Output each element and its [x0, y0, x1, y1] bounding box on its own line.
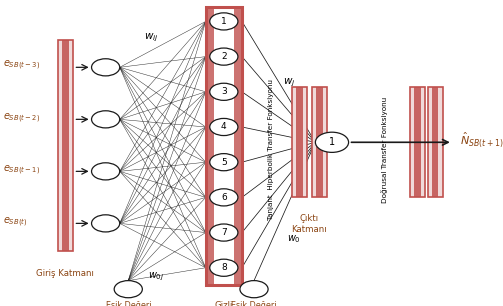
Text: 1: 1 — [329, 137, 335, 147]
Text: Gizli
Katman: Gizli Katman — [207, 301, 240, 306]
Circle shape — [210, 154, 238, 171]
Circle shape — [210, 83, 238, 100]
Bar — [234, 7, 242, 285]
Bar — [428, 87, 443, 197]
Text: $w_j$: $w_j$ — [283, 76, 295, 89]
Text: $w_{ij}$: $w_{ij}$ — [144, 32, 158, 44]
Text: 5: 5 — [221, 158, 227, 167]
Circle shape — [92, 163, 120, 180]
Text: Eşik Değeri: Eşik Değeri — [231, 301, 277, 306]
Bar — [206, 7, 242, 285]
Text: $\hat{N}_{SB(t+1)}$: $\hat{N}_{SB(t+1)}$ — [460, 130, 503, 149]
Bar — [62, 40, 68, 251]
Text: 6: 6 — [221, 193, 227, 202]
Text: $e_{SB(t-2)}$: $e_{SB(t-2)}$ — [3, 111, 40, 125]
Text: 3: 3 — [221, 87, 227, 96]
Circle shape — [92, 215, 120, 232]
Circle shape — [315, 132, 349, 152]
Circle shape — [210, 118, 238, 136]
Bar — [414, 87, 421, 197]
Text: $w_0$: $w_0$ — [287, 233, 301, 244]
Text: Çıktı
Katmanı: Çıktı Katmanı — [292, 214, 327, 233]
Text: Giriş Katmanı: Giriş Katmanı — [36, 269, 95, 278]
Text: $e_{SB(t-3)}$: $e_{SB(t-3)}$ — [3, 59, 40, 73]
Text: $w_{0j}$: $w_{0j}$ — [148, 271, 164, 283]
Bar — [296, 87, 302, 197]
Text: Tanjant  Hiperbolik Transfer Fonksiyonu: Tanjant Hiperbolik Transfer Fonksiyonu — [268, 80, 274, 220]
Circle shape — [210, 259, 238, 276]
Circle shape — [210, 189, 238, 206]
Circle shape — [240, 281, 268, 298]
Text: $e_{SB(t-1)}$: $e_{SB(t-1)}$ — [3, 163, 40, 177]
Circle shape — [114, 281, 142, 298]
Circle shape — [92, 111, 120, 128]
Text: Doğrusal Transfer Fonksiyonu: Doğrusal Transfer Fonksiyonu — [381, 97, 388, 203]
Circle shape — [92, 59, 120, 76]
Text: 8: 8 — [221, 263, 227, 272]
Text: 1: 1 — [221, 17, 227, 26]
Bar — [58, 40, 73, 251]
Bar — [432, 87, 438, 197]
Text: 7: 7 — [221, 228, 227, 237]
Text: 2: 2 — [221, 52, 227, 61]
Circle shape — [210, 13, 238, 30]
Text: $e_{SB(t)}$: $e_{SB(t)}$ — [3, 215, 27, 229]
Bar — [312, 87, 327, 197]
Bar — [292, 87, 307, 197]
Bar — [206, 7, 214, 285]
Bar — [410, 87, 425, 197]
Text: 4: 4 — [221, 122, 227, 132]
Bar — [316, 87, 323, 197]
Text: Eşik Değeri: Eşik Değeri — [106, 301, 151, 306]
Circle shape — [210, 224, 238, 241]
Circle shape — [210, 48, 238, 65]
